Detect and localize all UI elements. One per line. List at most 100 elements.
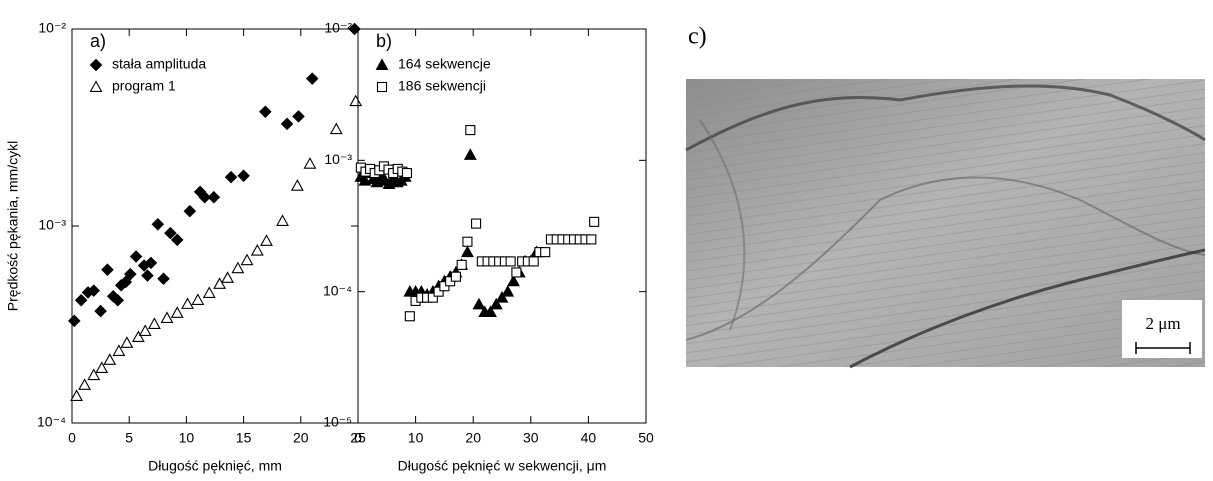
marker-triangle bbox=[375, 58, 389, 70]
marker-square bbox=[465, 125, 476, 136]
marker-diamond bbox=[94, 304, 107, 318]
micrograph-texture bbox=[686, 79, 1205, 367]
marker-diamond bbox=[348, 22, 361, 36]
marker-square bbox=[511, 267, 522, 278]
marker-triangle bbox=[70, 389, 84, 402]
marker-diamond bbox=[237, 169, 250, 182]
marker-square bbox=[462, 236, 473, 247]
marker-diamond bbox=[141, 269, 154, 282]
marker-triangle bbox=[507, 274, 520, 287]
marker-triangle bbox=[95, 361, 109, 374]
plot-frame bbox=[357, 28, 647, 424]
marker-diamond bbox=[259, 105, 272, 119]
marker-triangle bbox=[489, 297, 503, 310]
ridge bbox=[699, 119, 746, 331]
y-tick-label: 10⁻⁴ bbox=[37, 414, 66, 430]
marker-diamond bbox=[101, 263, 114, 276]
marker-diamond bbox=[87, 284, 101, 297]
x-tick-label: 25 bbox=[350, 430, 366, 446]
marker-triangle bbox=[276, 214, 289, 226]
marker-triangle bbox=[329, 122, 343, 135]
panel-label: a) bbox=[90, 31, 106, 51]
legend-label: 186 sekwencji bbox=[398, 78, 486, 94]
x-axis-label: Długość pęknięć, mm bbox=[148, 458, 282, 474]
marker-square bbox=[401, 168, 413, 179]
marker-diamond bbox=[111, 293, 125, 307]
marker-square bbox=[404, 311, 415, 322]
marker-square bbox=[589, 216, 600, 227]
x-tick-label: 20 bbox=[465, 430, 481, 446]
marker-diamond bbox=[119, 275, 133, 289]
marker-triangle bbox=[160, 311, 174, 323]
marker-triangle bbox=[89, 80, 103, 92]
x-axis-label: Długość pęknięć w sekwencji, μm bbox=[398, 458, 607, 474]
marker-triangle bbox=[484, 305, 497, 317]
x-tick-label: 15 bbox=[236, 430, 252, 446]
marker-diamond bbox=[292, 110, 305, 123]
marker-triangle bbox=[147, 317, 161, 329]
marker-triangle bbox=[495, 291, 509, 303]
x-tick-label: 50 bbox=[638, 430, 654, 446]
y-tick-label: 10⁻³ bbox=[324, 151, 352, 167]
marker-diamond bbox=[207, 190, 221, 204]
marker-triangle bbox=[131, 330, 145, 343]
marker-triangle bbox=[221, 271, 235, 283]
marker-triangle bbox=[202, 286, 216, 298]
marker-diamond bbox=[74, 293, 88, 307]
marker-triangle bbox=[112, 344, 126, 356]
x-tick-label: 5 bbox=[125, 430, 133, 446]
marker-triangle bbox=[213, 277, 227, 289]
marker-diamond bbox=[89, 58, 103, 72]
marker-square bbox=[450, 271, 461, 282]
marker-diamond bbox=[305, 72, 319, 85]
x-tick-label: 40 bbox=[581, 430, 597, 446]
panel-label: c) bbox=[688, 24, 707, 50]
marker-square bbox=[427, 292, 438, 303]
marker-triangle bbox=[120, 336, 134, 348]
marker-triangle bbox=[181, 297, 194, 309]
marker-diamond bbox=[170, 233, 184, 247]
marker-square bbox=[528, 256, 539, 267]
marker-diamond bbox=[151, 218, 165, 231]
micrograph: 2 μm bbox=[685, 79, 1206, 369]
y-tick-label: 10⁻⁵ bbox=[323, 414, 352, 430]
legend-label: program 1 bbox=[112, 78, 176, 94]
marker-triangle bbox=[349, 94, 363, 107]
x-tick-label: 30 bbox=[523, 430, 539, 446]
x-tick-label: 10 bbox=[179, 430, 195, 446]
marker-triangle bbox=[231, 261, 245, 274]
marker-square bbox=[433, 286, 444, 297]
marker-triangle bbox=[260, 234, 273, 246]
marker-square bbox=[456, 259, 467, 270]
marker-square bbox=[505, 256, 516, 267]
y-tick-label: 10⁻² bbox=[38, 20, 66, 36]
marker-triangle bbox=[240, 253, 254, 266]
y-tick-label: 10⁻³ bbox=[38, 217, 66, 233]
marker-diamond bbox=[224, 170, 238, 184]
y-tick-label: 10⁻⁴ bbox=[323, 282, 352, 298]
legend-label: stała amplituda bbox=[112, 56, 206, 72]
marker-diamond bbox=[183, 204, 197, 218]
y-axis-label: Prędkość pękania, mm/cykl bbox=[5, 141, 21, 311]
marker-diamond bbox=[144, 256, 158, 270]
marker-diamond bbox=[157, 272, 170, 285]
marker-square bbox=[540, 247, 551, 258]
marker-triangle bbox=[472, 297, 486, 310]
marker-triangle bbox=[103, 353, 117, 365]
x-tick-label: 20 bbox=[293, 430, 309, 446]
marker-triangle bbox=[191, 293, 205, 305]
ridge bbox=[685, 176, 1206, 341]
marker-triangle bbox=[463, 148, 477, 160]
marker-triangle bbox=[87, 368, 101, 381]
marker-diamond bbox=[124, 267, 137, 281]
marker-square bbox=[586, 234, 597, 245]
marker-triangle bbox=[78, 378, 92, 390]
x-tick-label: 0 bbox=[354, 430, 362, 446]
marker-diamond bbox=[129, 250, 143, 263]
x-tick-label: 10 bbox=[408, 430, 424, 446]
marker-triangle bbox=[250, 243, 264, 256]
marker-triangle bbox=[290, 179, 304, 191]
x-tick-label: 0 bbox=[68, 430, 76, 446]
